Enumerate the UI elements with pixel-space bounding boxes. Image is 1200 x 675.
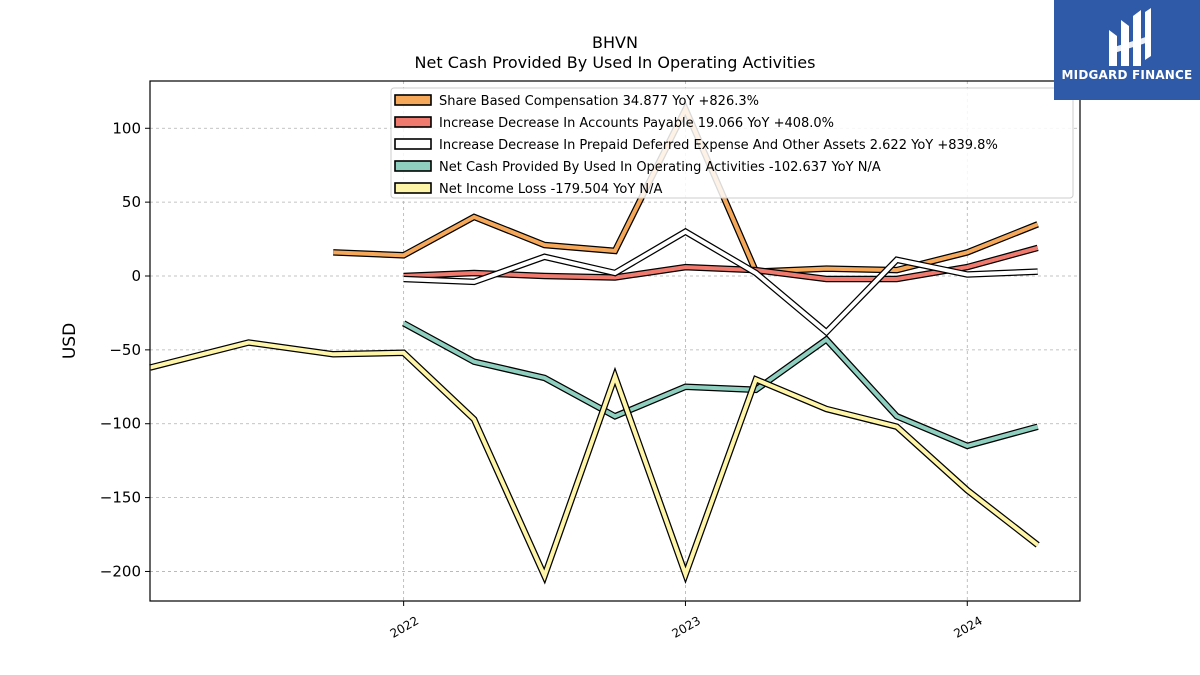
series-line — [402, 321, 1039, 449]
y-tick-label: 100 — [112, 119, 141, 137]
plot-frame — [149, 80, 1081, 602]
y-tick-label: −50 — [109, 341, 141, 359]
legend-label: Increase Decrease In Prepaid Deferred Ex… — [439, 138, 998, 153]
legend-label: Share Based Compensation 34.877 YoY +826… — [439, 94, 759, 109]
legend-label: Net Cash Provided By Used In Operating A… — [439, 160, 881, 175]
legend-box — [390, 87, 1074, 199]
legend-label: Net Income Loss -179.504 YoY N/A — [439, 182, 662, 197]
series-1 — [403, 244, 1039, 283]
series-line — [149, 340, 1039, 582]
chart-title: BHVN — [592, 33, 638, 52]
series-4 — [149, 339, 1040, 585]
series-3 — [402, 320, 1039, 450]
y-tick-label: 50 — [122, 193, 141, 211]
legend-swatch — [394, 160, 432, 172]
chart-subtitle: Net Cash Provided By Used In Operating A… — [415, 53, 816, 72]
series-line-outline — [403, 227, 1038, 337]
y-tick-label: −200 — [100, 562, 141, 580]
legend-swatch — [394, 138, 432, 150]
y-axis-label: USD — [60, 323, 80, 359]
legend-label: Increase Decrease In Accounts Payable 19… — [439, 116, 834, 131]
series-lines — [149, 101, 1040, 585]
series-line — [403, 245, 1039, 281]
x-tick-label: 2023 — [670, 613, 703, 640]
grid-lines — [150, 81, 1080, 601]
y-tick-label: 0 — [131, 267, 141, 285]
y-tick-label: −100 — [100, 415, 141, 433]
series-2 — [403, 227, 1038, 337]
y-tick-label: −150 — [100, 489, 141, 507]
x-tick-label: 2022 — [388, 613, 421, 640]
legend-swatch — [394, 116, 432, 128]
series-line-outline — [402, 320, 1039, 450]
x-axis: 2022 2023 2024 — [388, 601, 985, 641]
legend-swatch — [394, 182, 432, 194]
brand-logo: MIDGARD FINANCE — [1054, 0, 1200, 100]
legend-swatch — [394, 94, 432, 106]
y-axis: 100 50 0 −50 −100 −150 −200 — [100, 119, 150, 580]
midgard-logo-icon — [1109, 8, 1151, 66]
series-line — [403, 229, 1038, 335]
brand-name: MIDGARD FINANCE — [1061, 68, 1193, 82]
x-tick-label: 2024 — [951, 613, 984, 640]
series-line-outline — [149, 339, 1040, 585]
legend: Share Based Compensation 34.877 YoY +826… — [390, 87, 1074, 199]
